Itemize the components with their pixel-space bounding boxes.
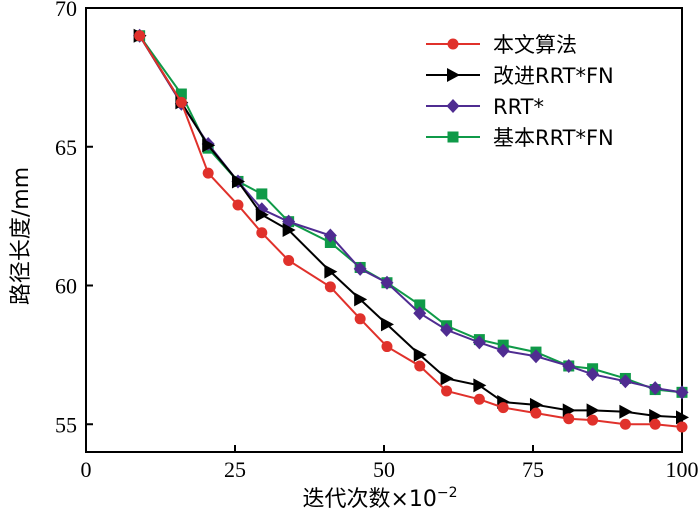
data-point-0-2 (202, 167, 214, 179)
data-point-1-4 (255, 207, 269, 222)
data-point-2-10 (440, 322, 454, 337)
legend-label-2: RRT* (493, 95, 544, 119)
legend-item-3: 基本RRT*FN (426, 126, 614, 150)
data-point-3-4 (256, 188, 268, 200)
data-point-2-17 (648, 381, 662, 396)
data-point-0-5 (283, 255, 295, 267)
x-axis-title-exponent: −2 (437, 485, 458, 501)
series-line-3 (138, 35, 683, 394)
x-tick-label-1: 25 (224, 457, 246, 482)
data-point-0-11 (473, 393, 485, 405)
x-axis-title: 迭代次数×10−2 (302, 485, 457, 512)
y-axis-title: 路径长度/mm (9, 167, 34, 305)
legend-label-0: 本文算法 (493, 33, 577, 57)
data-point-2-8 (380, 275, 394, 290)
data-point-1-5 (282, 223, 296, 237)
data-point-1-7 (354, 292, 368, 307)
data-point-0-0 (134, 30, 146, 42)
data-point-0-16 (619, 418, 631, 430)
data-point-2-6 (323, 228, 337, 243)
data-point-1-11 (473, 378, 487, 393)
data-point-2-14 (562, 358, 576, 373)
data-point-1-14 (562, 403, 576, 418)
legend-item-2: RRT* (426, 95, 544, 119)
data-point-2-13 (529, 349, 543, 364)
data-point-2-12 (496, 343, 510, 358)
data-point-0-4 (256, 227, 268, 239)
legend-item-1: 改进RRT*FN (426, 64, 614, 88)
series-line-2 (138, 35, 683, 394)
legend-item-0: 本文算法 (426, 33, 577, 57)
data-point-0-8 (381, 341, 393, 353)
data-point-2-7 (353, 261, 367, 276)
data-point-0-12 (497, 402, 509, 414)
data-point-0-14 (563, 413, 575, 425)
data-point-0-3 (232, 199, 244, 211)
x-tick-label-3: 75 (522, 457, 544, 482)
data-point-1-8 (380, 317, 394, 332)
data-point-1-10 (440, 371, 454, 386)
data-point-1-6 (324, 264, 338, 279)
data-point-0-13 (530, 407, 542, 419)
data-point-2-15 (586, 367, 600, 382)
data-point-1-9 (413, 347, 427, 362)
legend-marker-1 (447, 68, 460, 82)
data-point-0-15 (587, 414, 599, 426)
y-tick-label-3: 70 (55, 0, 77, 21)
data-point-0-18 (676, 421, 688, 433)
data-point-0-17 (649, 418, 661, 430)
data-point-1-3 (231, 174, 245, 189)
data-point-1-15 (586, 403, 600, 418)
x-tick-label-4: 100 (666, 457, 699, 482)
data-point-1-18 (676, 410, 689, 425)
y-tick-label-0: 55 (55, 412, 77, 437)
series-layer (133, 28, 689, 433)
data-point-3-9 (414, 299, 426, 311)
y-tick-label-2: 65 (55, 135, 77, 160)
data-point-1-16 (619, 404, 633, 419)
data-point-1-2 (202, 138, 216, 153)
x-tick-label-2: 50 (373, 457, 395, 482)
data-point-3-1 (175, 88, 187, 100)
series-1 (133, 28, 689, 425)
x-axis-title-text: 迭代次数×10 (302, 487, 436, 512)
series-line-0 (138, 35, 683, 429)
data-point-2-11 (472, 335, 486, 350)
series-0 (134, 30, 688, 433)
data-point-0-6 (324, 281, 336, 293)
data-point-2-9 (413, 306, 427, 321)
data-point-1-17 (649, 408, 663, 423)
data-point-2-18 (675, 385, 689, 400)
data-point-1-13 (529, 397, 543, 412)
data-point-0-10 (441, 385, 453, 397)
data-point-0-1 (175, 96, 187, 108)
data-point-2-16 (618, 374, 632, 389)
axis-ticks: 0 25 50 75 100 55 60 65 70 (55, 0, 699, 482)
data-point-0-9 (414, 360, 426, 372)
legend-label-3: 基本RRT*FN (493, 126, 614, 150)
legend-marker-3 (447, 131, 459, 143)
y-tick-label-1: 60 (55, 274, 77, 299)
legend-marker-0 (447, 38, 459, 50)
data-point-0-7 (354, 313, 366, 325)
legend-marker-2 (446, 99, 460, 113)
legend-label-1: 改进RRT*FN (493, 64, 614, 88)
x-tick-label-0: 0 (81, 457, 92, 482)
